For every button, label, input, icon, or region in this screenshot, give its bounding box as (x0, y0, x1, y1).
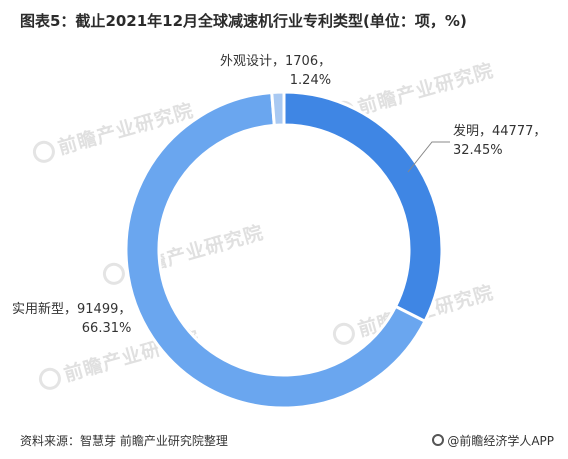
brand-logo-icon (432, 434, 445, 446)
brand-text: @前瞻经济学人APP (447, 434, 554, 448)
label-design-percent: 1.24% (289, 73, 332, 88)
label-invention-percent: 32.45% (453, 143, 503, 158)
label-utility: 实用新型，91499， 66.31% (12, 300, 131, 338)
label-invention-value: 发明，44777， (453, 124, 547, 139)
slice-utility-model (124, 90, 428, 410)
label-design: 外观设计，1706， 1.24% (220, 52, 331, 90)
label-utility-percent: 66.31% (81, 321, 132, 336)
source-note: 资料来源：智慧芽 前瞻产业研究院整理 (20, 434, 228, 448)
slice-design (270, 90, 286, 127)
label-design-value: 外观设计，1706， (220, 54, 332, 69)
label-utility-value: 实用新型，91499， (12, 302, 132, 317)
chart-title: 图表5：截止2021年12月全球减速机行业专利类型(单位：项，%) (20, 12, 467, 30)
brand-credit: @前瞻经济学人APP (432, 432, 554, 449)
label-invention: 发明，44777， 32.45% (453, 122, 546, 160)
leader-line-invention (407, 141, 450, 173)
slice-invention (282, 90, 444, 324)
